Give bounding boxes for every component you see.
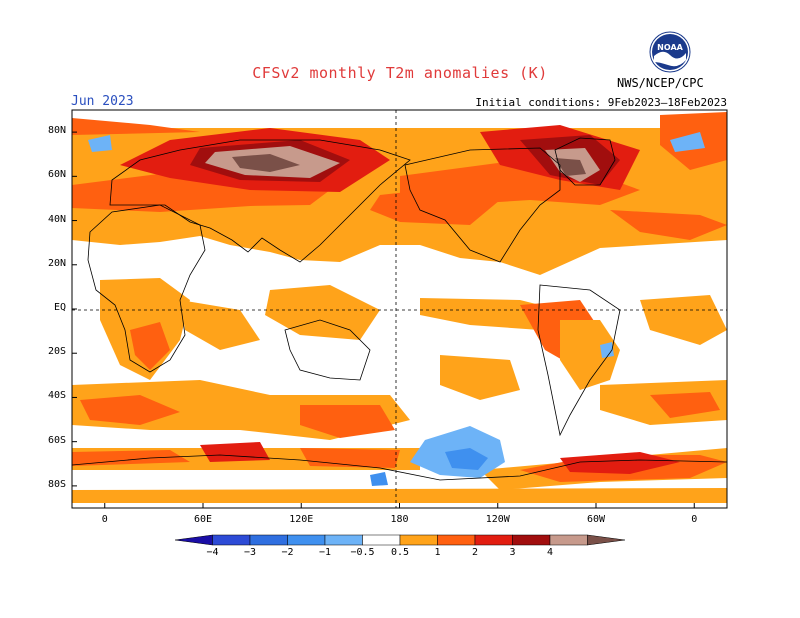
colorbar-swatch <box>512 534 551 546</box>
lat-label: 20N <box>47 257 66 269</box>
lat-label: 60N <box>47 169 66 181</box>
lat-label: 60S <box>47 434 66 446</box>
lon-label: 180 <box>390 514 409 525</box>
initial-conditions: Initial conditions: 9Feb2023–18Feb2023 <box>475 96 727 109</box>
coastlines <box>72 137 727 481</box>
lon-label: 120W <box>485 514 510 525</box>
colorbar-label: −3 <box>243 547 257 558</box>
greenland-outline <box>554 137 616 186</box>
lon-label: 60E <box>193 514 213 525</box>
north-america-outline <box>404 147 561 263</box>
colorbar-label: −1 <box>318 547 332 558</box>
agency-label: NWS/NCEP/CPC <box>617 76 704 90</box>
colorbar-label: −4 <box>206 547 219 558</box>
anomaly-shading <box>72 112 727 503</box>
colorbar-label: 4 <box>546 547 554 558</box>
forecast-month: Jun 2023 <box>71 94 134 109</box>
lon-label: 0 <box>691 514 698 525</box>
colorbar-arrow-low <box>174 534 213 546</box>
colorbar-label: 3 <box>509 547 516 558</box>
eurasia-outline <box>109 139 411 263</box>
colorbar-swatch <box>324 534 363 546</box>
noaa-logo-icon: NOAA <box>649 31 691 73</box>
colorbar-arrow-high <box>587 534 626 546</box>
lon-label: 0 <box>101 514 108 525</box>
colorbar-swatch <box>287 534 326 546</box>
colorbar-label: −2 <box>281 547 294 558</box>
lon-label: 60W <box>586 514 606 525</box>
lat-label: 20S <box>47 346 66 358</box>
lat-label: 40S <box>47 390 66 402</box>
colorbar-swatch <box>362 534 401 546</box>
colorbar-swatch <box>399 534 438 546</box>
colorbar-swatch <box>212 534 251 546</box>
australia-outline <box>284 319 371 381</box>
colorbar-swatch <box>474 534 513 546</box>
colorbar <box>174 534 626 546</box>
logo-text: NOAA <box>657 43 683 52</box>
lat-label: 80N <box>47 125 66 137</box>
antarctica-outline <box>72 454 727 481</box>
lat-label: EQ <box>53 302 66 313</box>
colorbar-label: 2 <box>471 547 479 558</box>
colorbar-label: 0.5 <box>390 547 410 558</box>
colorbar-label: 1 <box>434 547 441 558</box>
colorbar-swatch <box>249 534 288 546</box>
colorbar-swatch <box>437 534 476 546</box>
lat-label: 40N <box>47 213 66 225</box>
colorbar-label: −0.5 <box>350 547 375 558</box>
map-title: CFSv2 monthly T2m anomalies (K) <box>252 64 548 82</box>
axis-ticks <box>72 131 695 508</box>
colorbar-swatch <box>549 534 588 546</box>
lon-label: 120E <box>289 514 314 525</box>
south-america-outline <box>537 284 621 437</box>
lat-label: 80S <box>47 478 66 490</box>
